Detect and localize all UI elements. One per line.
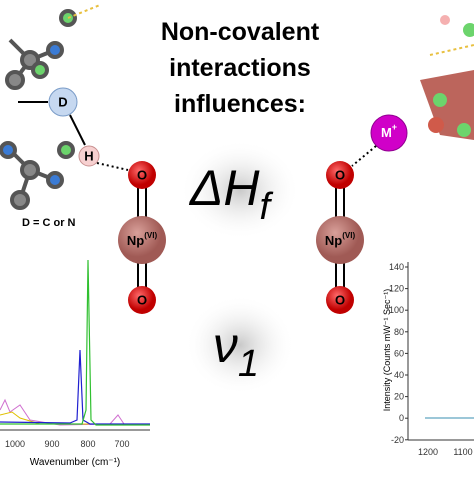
- cation-symbol: M: [381, 125, 392, 140]
- h-bond: [96, 162, 129, 171]
- metal-label: Np(VI): [127, 231, 158, 248]
- x-axis-label: Wavenumber (cm⁻¹): [30, 457, 120, 468]
- x-tick-label: 1000: [5, 439, 25, 449]
- y-tick-label: 0: [399, 413, 404, 423]
- y-tick-label: 100: [389, 305, 404, 315]
- donor-note: D = C or N: [22, 217, 76, 229]
- x-tick-label: 900: [44, 439, 59, 449]
- title-line: interactions: [169, 54, 311, 82]
- oxygen-label: O: [137, 167, 147, 182]
- x-tick-label: 1200: [418, 447, 438, 457]
- glow: [185, 295, 295, 395]
- y-tick-label: 120: [389, 284, 404, 294]
- enthalpy: ΔHf: [189, 160, 274, 228]
- donor-atom: [48, 87, 78, 117]
- symbol: ν: [213, 317, 238, 373]
- oxidation: (VI): [342, 231, 355, 240]
- y-tick-label: -20: [391, 435, 404, 445]
- title-line: influences:: [174, 90, 306, 118]
- y-tick-label: 140: [389, 262, 404, 272]
- y-tick-label: 60: [394, 348, 404, 358]
- y-tick-label: 80: [394, 327, 404, 337]
- oxygen-label: O: [137, 292, 147, 307]
- neptunyl: O Np(VI) O: [316, 161, 364, 314]
- donor-label: D: [58, 94, 67, 109]
- metal: Np: [325, 233, 342, 248]
- subscript: 1: [238, 343, 259, 385]
- left-spectrum: 1000 900 800 700 Wavenumber (cm⁻¹): [0, 259, 151, 468]
- cation-charge: +: [392, 122, 397, 132]
- hydrogen-label: H: [84, 148, 93, 163]
- y-tick-label: 20: [394, 392, 404, 402]
- metal-label: Np(VI): [325, 231, 356, 248]
- stretch: ν1: [213, 317, 259, 385]
- oxygen-label: O: [335, 292, 345, 307]
- neptunyl: O Np(VI) O: [118, 161, 166, 314]
- glow: [180, 140, 300, 240]
- y-tick-label: 40: [394, 370, 404, 380]
- x-tick-label: 800: [80, 439, 95, 449]
- right-spectrum: Intensity (Counts mW⁻¹ Sec⁻¹) 1200 1100 …: [382, 262, 474, 457]
- metal: Np: [127, 233, 144, 248]
- molecule-right: [420, 15, 474, 140]
- x-tick-label: 1100: [453, 447, 472, 457]
- oxidation: (VI): [144, 231, 157, 240]
- title-line: Non-covalent: [161, 18, 320, 46]
- subscript: f: [260, 186, 274, 228]
- bond: [69, 114, 86, 146]
- interaction: [351, 145, 377, 167]
- symbol: ΔH: [189, 160, 261, 216]
- oxygen-label: O: [335, 167, 345, 182]
- y-axis-label: Intensity (Counts mW⁻¹ Sec⁻¹): [382, 289, 392, 412]
- cation-atom: [370, 114, 408, 152]
- cation-label: M+: [381, 122, 397, 140]
- molecule-left: [0, 9, 77, 210]
- hydrogen-atom: [78, 145, 100, 167]
- x-tick-label: 700: [114, 439, 129, 449]
